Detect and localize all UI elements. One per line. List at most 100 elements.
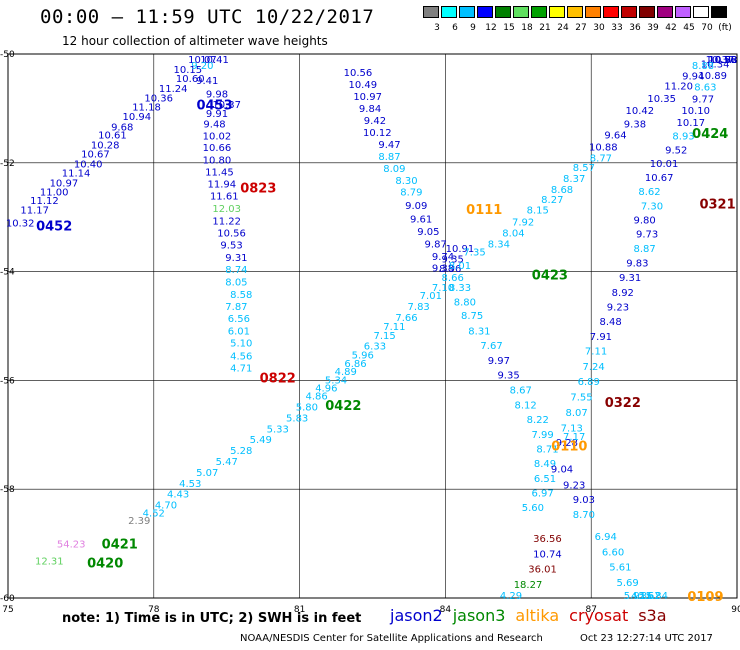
data-point-label: 8.37 xyxy=(563,174,585,185)
data-point-label: 8.88 xyxy=(692,61,714,72)
data-point-label: 7.91 xyxy=(590,332,612,343)
data-point-label: 36.01 xyxy=(528,565,557,576)
pass-time-label: 0822 xyxy=(260,372,296,387)
data-point-label: 8.75 xyxy=(461,311,483,322)
data-point-label: 6.60 xyxy=(602,547,624,558)
data-point-label: 8.01 xyxy=(449,261,471,272)
pass-time-label: 0109 xyxy=(687,590,723,605)
data-point-label: 10.88 xyxy=(589,143,618,154)
data-point-label: 11.61 xyxy=(210,192,239,203)
data-point-label: 5.49 xyxy=(250,435,272,446)
color-scale-tick: 9 xyxy=(470,23,476,33)
data-point-label: 8.74 xyxy=(225,265,247,276)
legend-item-s3a: s3a xyxy=(638,606,667,625)
data-point-label: 9.23 xyxy=(563,480,585,491)
data-point-label: 11.18 xyxy=(132,102,161,113)
data-point-label: 4.52 xyxy=(143,509,165,520)
data-point-label: 8.12 xyxy=(514,400,536,411)
page-title: 00:00 – 11:59 UTC 10/22/2017 xyxy=(40,6,375,28)
pass-time-label: 0823 xyxy=(240,181,276,196)
data-point-label: 8.31 xyxy=(468,326,490,337)
data-point-label: 4.96 xyxy=(315,384,337,395)
data-point-label: 8.30 xyxy=(395,176,417,187)
data-point-label: 9.80 xyxy=(634,215,656,226)
data-point-label: 10.01 xyxy=(650,159,679,170)
data-point-label: 12.31 xyxy=(35,557,64,568)
data-point-label: 4.89 xyxy=(335,367,357,378)
color-swatch xyxy=(477,6,493,18)
data-point-label: 10.89 xyxy=(698,71,727,82)
data-point-label: 7.83 xyxy=(408,302,430,313)
y-tick-label: -58 xyxy=(0,485,15,495)
data-point-label: 4.53 xyxy=(179,479,201,490)
data-point-label: 9.73 xyxy=(636,230,658,241)
data-point-label: 8.22 xyxy=(527,415,549,426)
data-point-label: 8.87 xyxy=(634,244,656,255)
color-swatch xyxy=(603,6,619,18)
data-point-label: 11.17 xyxy=(20,206,49,217)
plot-frame xyxy=(7,53,738,599)
data-point-label: 6.97 xyxy=(531,489,553,500)
pass-time-label: 0453 xyxy=(196,99,232,114)
data-point-label: 7.11 xyxy=(585,347,607,358)
data-point-label: 9.38 xyxy=(432,263,454,274)
color-scale-tick: 3 xyxy=(434,23,440,33)
data-point-label: 8.87 xyxy=(378,152,400,163)
pass-time-label: 0420 xyxy=(87,557,123,572)
data-point-label: 7.99 xyxy=(531,430,553,441)
data-point-label: 10.37 xyxy=(706,55,735,66)
data-point-label: 9.87 xyxy=(425,239,447,250)
data-point-label: 11.14 xyxy=(62,169,91,180)
color-scale-tick: 12 xyxy=(485,23,497,33)
data-point-label: 6.94 xyxy=(595,532,617,543)
data-point-label: 4.56 xyxy=(230,351,252,362)
page-subtitle: 12 hour collection of altimeter wave hei… xyxy=(62,34,328,48)
x-tick-label: 78 xyxy=(148,605,160,615)
data-point-label: 10.32 xyxy=(6,219,35,230)
color-swatch xyxy=(585,6,601,18)
data-point-label: 10.41 xyxy=(200,55,229,66)
data-point-label: 8.93 xyxy=(672,132,694,143)
data-point-label: 6.89 xyxy=(578,377,600,388)
data-point-label: 9.74 xyxy=(432,252,454,263)
color-scale-tick: 21 xyxy=(539,23,551,33)
color-scale-tick: 45 xyxy=(683,23,695,33)
data-point-label: 6.51 xyxy=(534,474,556,485)
satellite-legend: jason2 jason3 altika cryosat s3a xyxy=(390,606,677,625)
data-point-label: 7.87 xyxy=(225,302,247,313)
color-scale-tick: 27 xyxy=(575,23,587,33)
data-point-label: 6.01 xyxy=(228,326,250,337)
data-point-label: 8.33 xyxy=(449,283,471,294)
data-point-label: 5.83 xyxy=(286,413,308,424)
data-point-label: 4.86 xyxy=(305,392,327,403)
color-swatch xyxy=(693,6,709,18)
x-tick-label: 75 xyxy=(2,605,13,615)
data-point-label: 9.47 xyxy=(378,140,400,151)
data-point-label: 8.92 xyxy=(612,288,634,299)
data-point-label: 10.35 xyxy=(647,94,676,105)
color-scale-tick: 24 xyxy=(557,23,569,33)
x-tick-label: 87 xyxy=(585,605,596,615)
data-point-label: 36.56 xyxy=(533,534,562,545)
data-point-label: 5.80 xyxy=(296,403,318,414)
data-point-label: 6.33 xyxy=(364,342,386,353)
data-point-label: 10.94 xyxy=(122,112,151,123)
data-point-label: 8.34 xyxy=(488,239,510,250)
data-point-label: 8.04 xyxy=(502,229,524,240)
pass-time-label: 0422 xyxy=(325,399,361,414)
data-point-label: 10.97 xyxy=(50,178,79,189)
data-point-label: 9.05 xyxy=(417,227,439,238)
data-point-label: 9.28 xyxy=(556,438,578,449)
data-point-label: 11.24 xyxy=(159,84,188,95)
color-scale-tick: 18 xyxy=(521,23,533,33)
color-scale-tick: 36 xyxy=(629,23,641,33)
data-point-label: 7.13 xyxy=(561,423,583,434)
data-point-label: 5.96 xyxy=(352,350,374,361)
data-point-label: 4.29 xyxy=(500,591,522,602)
data-point-label: 8.79 xyxy=(400,188,422,199)
data-point-label: 9.68 xyxy=(111,122,133,133)
data-point-label: 11.45 xyxy=(205,168,234,179)
pass-time-label: 0421 xyxy=(102,538,138,553)
legend-item-jason3: jason3 xyxy=(452,606,506,625)
data-point-label: 5.07 xyxy=(196,468,218,479)
